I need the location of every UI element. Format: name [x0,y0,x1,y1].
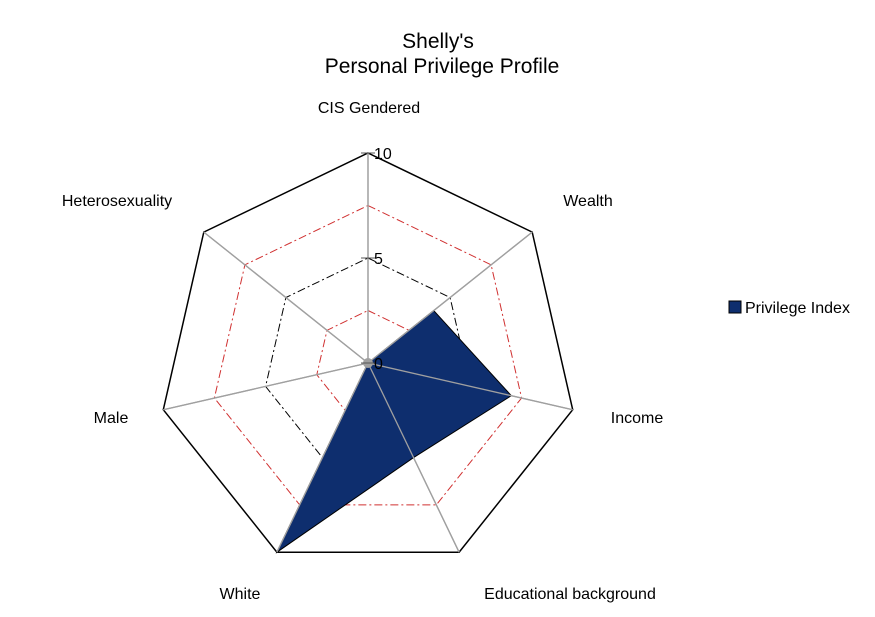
grid-ring-5 [265,257,471,459]
series-privilege-index [275,309,513,554]
axis-label-3: Educational background [484,586,656,603]
spoke-overlay-6 [203,231,369,364]
spoke-overlay-4 [276,362,369,553]
axis-label-0: CIS Gendered [318,100,420,117]
tick-label-0: 0 [374,356,383,373]
tick-label-10: 10 [374,146,392,163]
spoke-overlay-1 [367,231,533,364]
axis-label-2: Income [611,410,664,427]
chart-title-line-1: Shelly's [402,30,474,53]
axis-label-4: White [220,586,261,603]
legend: Privilege Index [728,300,850,317]
radar-axis-labels: 0 5 10 CIS Gendered Wealth Income Educational … [62,100,663,603]
axis-label-6: Heterosexuality [62,193,172,210]
spoke-overlay-3 [367,362,460,553]
legend-swatch [728,300,742,314]
spoke-overlay-5 [163,362,369,411]
axis-label-5: Male [94,410,129,427]
legend-label: Privilege Index [745,300,850,317]
tick-label-5: 5 [374,251,383,268]
grid-ring-10 [162,152,574,553]
chart-title-line-2: Personal Privilege Profile [325,55,560,78]
spoke-overlay-2 [367,362,573,411]
axis-label-1: Wealth [563,193,613,210]
